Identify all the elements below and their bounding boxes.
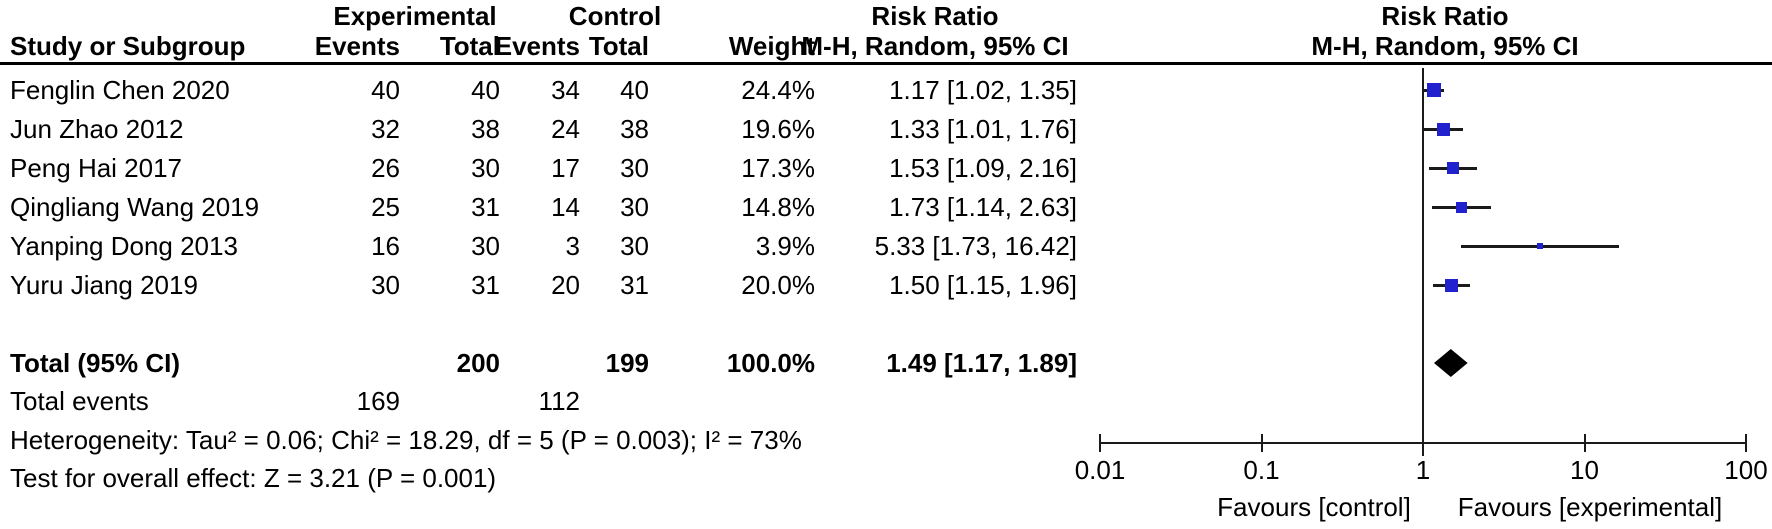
control-group-header: Control	[568, 1, 662, 31]
study-marker	[1537, 243, 1544, 249]
risk-ratio-text-header: Risk Ratio	[871, 1, 999, 31]
exp-total-cell: 38	[471, 114, 500, 144]
ctrl-total-cell: 30	[620, 153, 649, 183]
total-exp-cell: 200	[456, 348, 500, 378]
table-row: Peng Hai 2017 26 30 17 30 17.3% 1.53 [1.…	[0, 148, 1772, 188]
weight-column-header: Weight	[728, 31, 815, 61]
exp-events-cell: 25	[371, 192, 400, 222]
exp-events-cell: 26	[371, 153, 400, 183]
weight-cell: 24.4%	[741, 75, 815, 105]
total-events-label: Total events	[10, 386, 149, 416]
ctrl-events-cell: 20	[551, 270, 580, 300]
exp-total-cell: 30	[471, 231, 500, 261]
table-row: Qingliang Wang 2019 25 31 14 30 14.8% 1.…	[0, 187, 1772, 227]
exp-events-cell: 32	[371, 114, 400, 144]
no-effect-line	[1422, 68, 1424, 456]
heterogeneity-text: Heterogeneity: Tau² = 0.06; Chi² = 18.29…	[10, 425, 802, 455]
ctrl-total-cell: 40	[620, 75, 649, 105]
group-header-row: Experimental Control Risk Ratio Risk Rat…	[0, 0, 1772, 32]
ctrl-total-cell: 30	[620, 231, 649, 261]
ctrl-total-cell: 38	[620, 114, 649, 144]
header-rule	[0, 62, 1772, 65]
exp-total-cell: 40	[471, 75, 500, 105]
mh-plot-column-header: M-H, Random, 95% CI	[1311, 31, 1579, 61]
ctrl-total-cell: 31	[620, 270, 649, 300]
ci-cell: 1.53 [1.09, 2.16]	[889, 153, 1077, 183]
axis-tick-label: 0.01	[1074, 455, 1126, 485]
favours-control-label: Favours [control]	[1217, 492, 1411, 522]
favours-experimental-label: Favours [experimental]	[1457, 492, 1723, 522]
table-row: Yanping Dong 2013 16 30 3 30 3.9% 5.33 […	[0, 226, 1772, 266]
total-events-row: Total events 169 112	[0, 381, 1772, 421]
column-header-row: Study or Subgroup Events Total Events To…	[0, 30, 1772, 62]
ctrl-events-column-header: Events	[494, 31, 580, 61]
study-marker	[1436, 122, 1450, 136]
total-row: Total (95% CI) 200 199 100.0% 1.49 [1.17…	[0, 343, 1772, 383]
total-ctrl-cell: 199	[605, 348, 649, 378]
weight-cell: 19.6%	[741, 114, 815, 144]
ci-cell: 1.73 [1.14, 2.63]	[889, 192, 1077, 222]
exp-total-cell: 30	[471, 153, 500, 183]
ci-cell: 1.17 [1.02, 1.35]	[889, 75, 1077, 105]
axis-tick	[1422, 434, 1424, 452]
total-label: Total (95% CI)	[10, 348, 180, 378]
weight-cell: 3.9%	[755, 231, 815, 261]
overall-effect-text: Test for overall effect: Z = 3.21 (P = 0…	[10, 463, 497, 493]
study-marker	[1444, 278, 1458, 292]
axis-tick-label: 10	[1570, 455, 1599, 485]
ci-cell: 1.33 [1.01, 1.76]	[889, 114, 1077, 144]
study-name: Qingliang Wang 2019	[10, 192, 260, 222]
axis-tick	[1745, 434, 1747, 452]
table-row: Jun Zhao 2012 32 38 24 38 19.6% 1.33 [1.…	[0, 109, 1772, 149]
ctrl-events-cell: 14	[551, 192, 580, 222]
total-events-ctrl-cell: 112	[538, 386, 580, 416]
study-name: Fenglin Chen 2020	[10, 75, 230, 105]
ctrl-events-cell: 3	[565, 231, 580, 261]
experimental-group-header: Experimental	[333, 1, 497, 31]
ctrl-events-cell: 17	[551, 153, 580, 183]
total-ci-cell: 1.49 [1.17, 1.89]	[886, 348, 1077, 378]
pooled-diamond	[1434, 349, 1468, 377]
total-events-exp-cell: 169	[356, 386, 400, 416]
study-name: Peng Hai 2017	[10, 153, 183, 183]
exp-events-cell: 40	[371, 75, 400, 105]
ctrl-total-cell: 30	[620, 192, 649, 222]
exp-total-column-header: Total	[439, 31, 500, 61]
table-row: Yuru Jiang 2019 30 31 20 31 20.0% 1.50 […	[0, 265, 1772, 305]
axis-tick	[1099, 434, 1101, 452]
axis-tick	[1260, 434, 1263, 452]
study-name: Yuru Jiang 2019	[10, 270, 198, 300]
study-column-header: Study or Subgroup	[10, 31, 246, 61]
axis-tick	[1583, 434, 1586, 452]
study-name: Jun Zhao 2012	[10, 114, 184, 144]
ctrl-total-column-header: Total	[588, 31, 649, 61]
exp-events-cell: 30	[371, 270, 400, 300]
axis-tick-label: 100	[1724, 455, 1768, 485]
ctrl-events-cell: 34	[551, 75, 580, 105]
exp-events-cell: 16	[371, 231, 400, 261]
exp-events-column-header: Events	[314, 31, 400, 61]
overall-effect-row: Test for overall effect: Z = 3.21 (P = 0…	[0, 458, 1772, 498]
total-weight-cell: 100.0%	[726, 348, 815, 378]
study-name: Yanping Dong 2013	[10, 231, 238, 261]
axis-tick-label: 1	[1415, 455, 1431, 485]
weight-cell: 17.3%	[741, 153, 815, 183]
axis-tick-label: 0.1	[1243, 455, 1280, 485]
study-marker	[1427, 83, 1441, 97]
exp-total-cell: 31	[471, 270, 500, 300]
risk-ratio-plot-header: Risk Ratio	[1381, 1, 1509, 31]
ctrl-events-cell: 24	[551, 114, 580, 144]
study-marker	[1446, 162, 1459, 174]
heterogeneity-row: Heterogeneity: Tau² = 0.06; Chi² = 18.29…	[0, 420, 1772, 460]
study-marker	[1455, 201, 1467, 213]
table-row: Fenglin Chen 2020 40 40 34 40 24.4% 1.17…	[0, 70, 1772, 110]
ci-cell: 1.50 [1.15, 1.96]	[889, 270, 1077, 300]
exp-total-cell: 31	[471, 192, 500, 222]
weight-cell: 14.8%	[741, 192, 815, 222]
mh-text-column-header: M-H, Random, 95% CI	[801, 31, 1069, 61]
weight-cell: 20.0%	[741, 270, 815, 300]
ci-cell: 5.33 [1.73, 16.42]	[874, 231, 1077, 261]
